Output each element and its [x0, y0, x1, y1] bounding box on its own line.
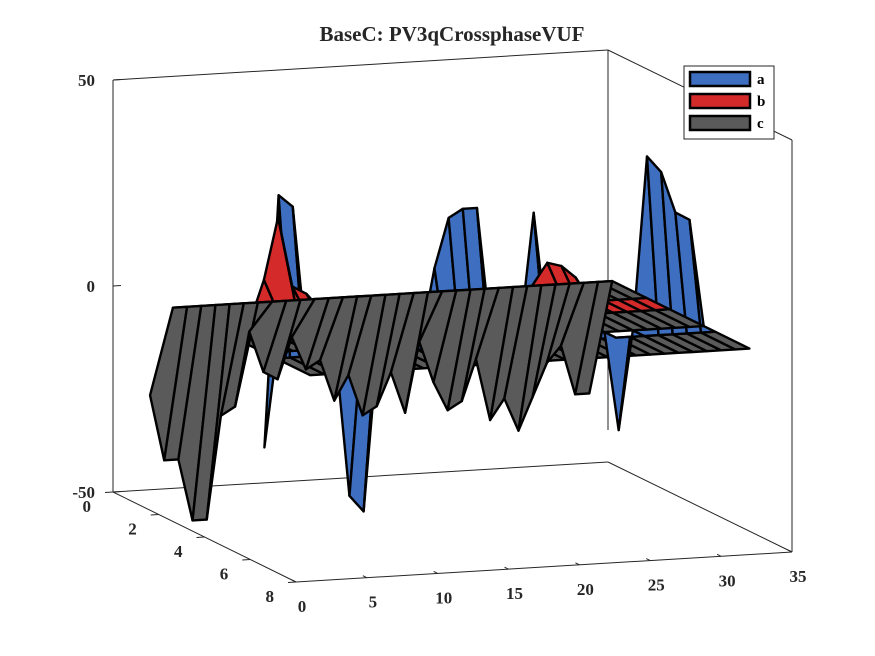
x-tick: [291, 579, 297, 583]
y-tick-label: 6: [220, 565, 229, 584]
x-tick-label: 35: [789, 567, 806, 586]
y-tick: [287, 581, 297, 583]
x-tick-label: 15: [506, 584, 523, 603]
x-tick-label: 30: [719, 571, 736, 590]
y-tick: [242, 559, 251, 561]
legend-swatch-a: [688, 70, 752, 88]
back-top-edge: [112, 49, 609, 81]
y-tick-label: 2: [128, 520, 137, 539]
legend: abc: [683, 65, 775, 140]
x-tick: [646, 558, 651, 562]
right-bottom-edge: [607, 461, 793, 553]
z-tick-label: -50: [72, 483, 95, 502]
x-tick-label: 10: [435, 588, 452, 607]
legend-label-c: c: [757, 116, 764, 132]
x-tick-label: 25: [648, 576, 665, 595]
x-tick: [787, 549, 793, 553]
legend-swatch-c: [688, 114, 752, 132]
x-tick-label: 20: [577, 580, 594, 599]
x-tick: [575, 562, 580, 566]
y-tick: [104, 491, 114, 493]
legend-swatch-b: [688, 92, 752, 110]
x-tick: [433, 570, 438, 574]
z-tick-label: 50: [78, 71, 95, 90]
chart-title: BaseC: PV3qCrossphaseVUF: [319, 22, 584, 46]
surface-plot: [148, 155, 751, 522]
y-tick: [196, 536, 205, 538]
z-tick: [112, 79, 122, 81]
legend-label-b: b: [757, 94, 765, 110]
x-tick: [362, 575, 368, 579]
z-tick: [112, 285, 122, 287]
x-tick: [504, 566, 509, 570]
y-tick-label: 8: [266, 587, 275, 606]
x-axis-line: [295, 551, 793, 583]
x-tick-label: 0: [298, 597, 307, 616]
z-tick: [112, 491, 122, 493]
y-tick: [150, 514, 159, 516]
y-tick-label: 4: [174, 542, 183, 561]
x-tick-label: 5: [369, 593, 378, 612]
series-c-patch: [573, 279, 614, 396]
y-tick-label: 0: [83, 497, 92, 516]
legend-label-a: a: [757, 72, 765, 88]
z-tick-label: 0: [87, 277, 96, 296]
x-tick: [716, 553, 722, 557]
